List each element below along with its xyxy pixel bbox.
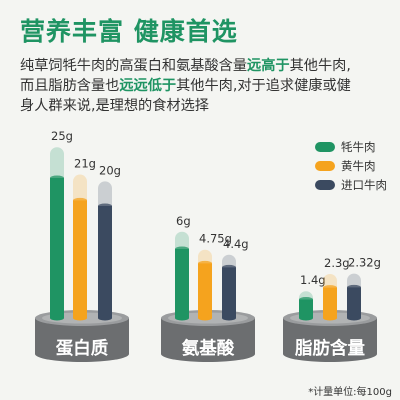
pedestal-amino-acid	[161, 318, 255, 362]
bar-imported-amino-acid	[222, 267, 236, 318]
bar-top-yak-amino-acid	[175, 246, 189, 252]
legend-item-yak: 牦牛肉	[315, 137, 387, 156]
category-label-fat: 脂肪含量	[295, 338, 365, 359]
description-text: 纯草饲牦牛肉的高蛋白和氨基酸含量	[20, 58, 248, 74]
legend-swatch-yak	[315, 141, 335, 152]
chart-legend: 牦牛肉 黄牛肉 进口牛肉	[315, 137, 387, 194]
pedestal-fat	[283, 318, 377, 362]
bar-top-yak-fat	[299, 297, 313, 303]
bar-base-yellow-protein	[73, 315, 87, 321]
bar-base-yak-fat	[299, 315, 313, 321]
bar-base-imported-protein	[98, 315, 112, 321]
value-label-imported-fat: 2.32g	[348, 256, 381, 270]
category-label-protein: 蛋白质	[56, 338, 109, 359]
legend-label-imported: 进口牛肉	[341, 177, 387, 192]
bar-base-imported-fat	[347, 315, 361, 321]
bar-yellow-protein	[73, 200, 87, 318]
legend-item-imported: 进口牛肉	[315, 175, 387, 194]
value-label-imported-protein: 20g	[99, 163, 121, 177]
bar-base-yak-protein	[50, 315, 64, 321]
value-label-yak-protein: 25g	[51, 129, 73, 143]
bar-top-yak-protein	[50, 175, 64, 181]
value-label-yellow-amino-acid: 4.75g	[199, 232, 232, 246]
bar-yak-protein	[50, 178, 64, 318]
description-text: 其他牛肉,	[289, 58, 351, 74]
category-label-amino-acid: 氨基酸	[182, 338, 235, 359]
bar-top-yellow-fat	[323, 285, 337, 291]
bar-top-yellow-amino-acid	[198, 260, 212, 266]
value-label-yellow-protein: 21g	[74, 157, 96, 171]
bar-imported-fat	[347, 287, 361, 318]
description-text: 而且脂肪含量也	[20, 78, 120, 94]
bar-imported-protein	[98, 206, 112, 318]
bar-top-imported-protein	[98, 203, 112, 209]
bar-base-yellow-fat	[323, 315, 337, 321]
bar-top-yellow-protein	[73, 197, 87, 203]
bar-base-imported-amino-acid	[222, 315, 236, 321]
legend-label-yak: 牦牛肉	[341, 139, 376, 154]
value-label-yellow-fat: 2.3g	[324, 256, 350, 270]
unit-footnote: *计量单位:每100g	[308, 387, 392, 398]
bar-yak-fat	[299, 299, 313, 318]
legend-swatch-imported	[315, 179, 335, 190]
pedestal-protein	[35, 318, 129, 362]
description-text: 身人群来说,是理想的食材选择	[20, 98, 209, 114]
page-title: 营养丰富 健康首选	[20, 17, 238, 46]
description-highlight-higher: 远高于	[247, 58, 290, 74]
value-label-yak-fat: 1.4g	[300, 273, 326, 287]
description-highlight-lower: 远远低于	[119, 78, 177, 94]
legend-item-yellow: 黄牛肉	[315, 156, 387, 175]
legend-label-yellow: 黄牛肉	[341, 158, 376, 173]
description: 纯草饲牦牛肉的高蛋白和氨基酸含量远高于其他牛肉, 而且脂肪含量也远远低于其他牛肉…	[20, 56, 390, 116]
description-text: 其他牛肉,对于追求健康或健	[176, 78, 351, 94]
legend-swatch-yellow	[315, 160, 335, 171]
bar-yak-amino-acid	[175, 249, 189, 318]
bar-yellow-fat	[323, 287, 337, 318]
bar-base-yellow-amino-acid	[198, 315, 212, 321]
bar-yellow-amino-acid	[198, 263, 212, 318]
value-label-yak-amino-acid: 6g	[176, 214, 191, 228]
bar-top-imported-fat	[347, 284, 361, 290]
value-label-imported-amino-acid: 4.4g	[223, 237, 249, 251]
bar-top-imported-amino-acid	[222, 264, 236, 270]
bar-base-yak-amino-acid	[175, 315, 189, 321]
